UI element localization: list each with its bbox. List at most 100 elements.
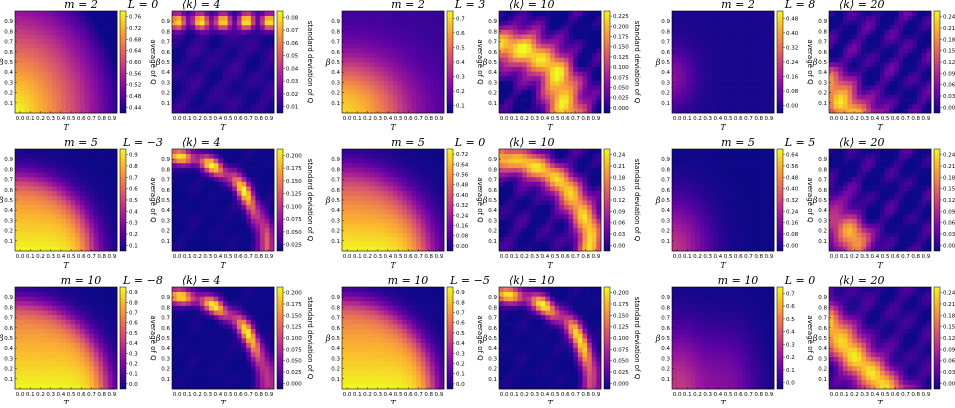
heat-cell	[108, 11, 113, 16]
y-tick-label: 0.1	[331, 239, 340, 245]
heat-cell	[71, 34, 76, 39]
heat-cell	[435, 76, 440, 81]
heat-cell	[866, 11, 871, 16]
heat-cell	[374, 62, 379, 67]
heat-cell	[98, 149, 103, 154]
heat-cell	[94, 181, 99, 186]
heat-cell	[742, 53, 747, 58]
heat-cell	[755, 30, 760, 35]
heat-cell	[38, 34, 43, 39]
heat-cell	[66, 154, 71, 159]
heat-cell	[66, 219, 71, 224]
heat-cell	[112, 104, 117, 109]
heat-cell	[917, 34, 922, 39]
heat-cell	[402, 16, 407, 21]
heat-cell	[47, 81, 52, 86]
heat-cell	[852, 39, 857, 44]
heat-cell	[728, 48, 733, 53]
heat-cell	[57, 219, 62, 224]
heat-cell	[885, 53, 890, 58]
heat-cell	[582, 25, 587, 30]
heat-cell	[545, 108, 550, 113]
title-k: ⟨k⟩ = 4	[182, 0, 220, 11]
heat-cell	[838, 30, 843, 35]
heat-cell	[251, 163, 256, 168]
heat-cell	[504, 16, 509, 21]
heat-cell	[889, 30, 894, 35]
heat-cell	[260, 104, 265, 109]
heat-cell	[596, 81, 601, 86]
heat-cell	[829, 11, 834, 16]
heat-cell	[191, 163, 196, 168]
heat-cell	[499, 57, 504, 62]
heat-cell	[71, 16, 76, 21]
x-tick-label: 0.8	[97, 254, 106, 260]
heat-cell	[374, 25, 379, 30]
heat-cell	[191, 237, 196, 242]
heat-cell	[94, 99, 99, 104]
heat-cell	[718, 53, 723, 58]
heat-cell	[347, 90, 352, 95]
heat-cell	[223, 53, 228, 58]
heat-cell	[85, 214, 90, 219]
heat-cell	[760, 71, 765, 76]
heat-cell	[894, 67, 899, 72]
heat-cell	[518, 34, 523, 39]
heat-cell	[677, 43, 682, 48]
heat-cell	[246, 219, 251, 224]
heat-cell	[765, 39, 770, 44]
heat-cell	[365, 149, 370, 154]
heat-cell	[351, 43, 356, 48]
y-tick-label: 0.7	[4, 178, 13, 184]
heat-cell	[218, 154, 223, 159]
x-tick-label: 0.6	[234, 116, 243, 122]
heat-cell	[728, 71, 733, 76]
heat-cell	[504, 43, 509, 48]
heat-cell	[857, 25, 862, 30]
heat-cell	[723, 94, 728, 99]
heat-cell	[695, 76, 700, 81]
heat-cell	[555, 53, 560, 58]
heat-cell	[704, 43, 709, 48]
heat-cell	[700, 20, 705, 25]
heat-cell	[564, 16, 569, 21]
heat-cell	[80, 191, 85, 196]
x-tick-label: 0.3	[373, 254, 382, 260]
heat-cell	[686, 16, 691, 21]
heat-cell	[172, 168, 177, 173]
heat-cell	[504, 200, 509, 205]
heat-cell	[218, 20, 223, 25]
heat-cell	[255, 90, 260, 95]
heat-cell	[374, 48, 379, 53]
heat-cell	[912, 53, 917, 58]
heat-cell	[75, 154, 80, 159]
heat-cell	[214, 57, 219, 62]
heat-cell	[407, 209, 412, 214]
heat-cell	[393, 158, 398, 163]
heat-cell	[388, 186, 393, 191]
y-tick-label: 0.3	[488, 80, 497, 86]
heat-cell	[880, 94, 885, 99]
heat-cell	[342, 48, 347, 53]
heat-cell	[347, 242, 352, 247]
heat-cell	[342, 81, 347, 86]
heat-cell	[384, 223, 389, 228]
heat-cell	[379, 11, 384, 16]
heat-cell	[398, 57, 403, 62]
heat-cell	[578, 57, 583, 62]
heat-cell	[742, 11, 747, 16]
heat-cell	[29, 85, 34, 90]
heat-cell	[112, 90, 117, 95]
heat-cell	[89, 191, 94, 196]
heat-cell	[260, 149, 265, 154]
heat-cell	[536, 108, 541, 113]
heat-cell	[191, 228, 196, 233]
heat-cell	[412, 57, 417, 62]
heat-cell	[848, 108, 853, 113]
heat-cell	[885, 67, 890, 72]
heat-cell	[746, 11, 751, 16]
heat-cell	[518, 94, 523, 99]
y-axis-label: β	[655, 58, 661, 67]
heat-cell	[260, 223, 265, 228]
heat-cell	[269, 149, 274, 154]
